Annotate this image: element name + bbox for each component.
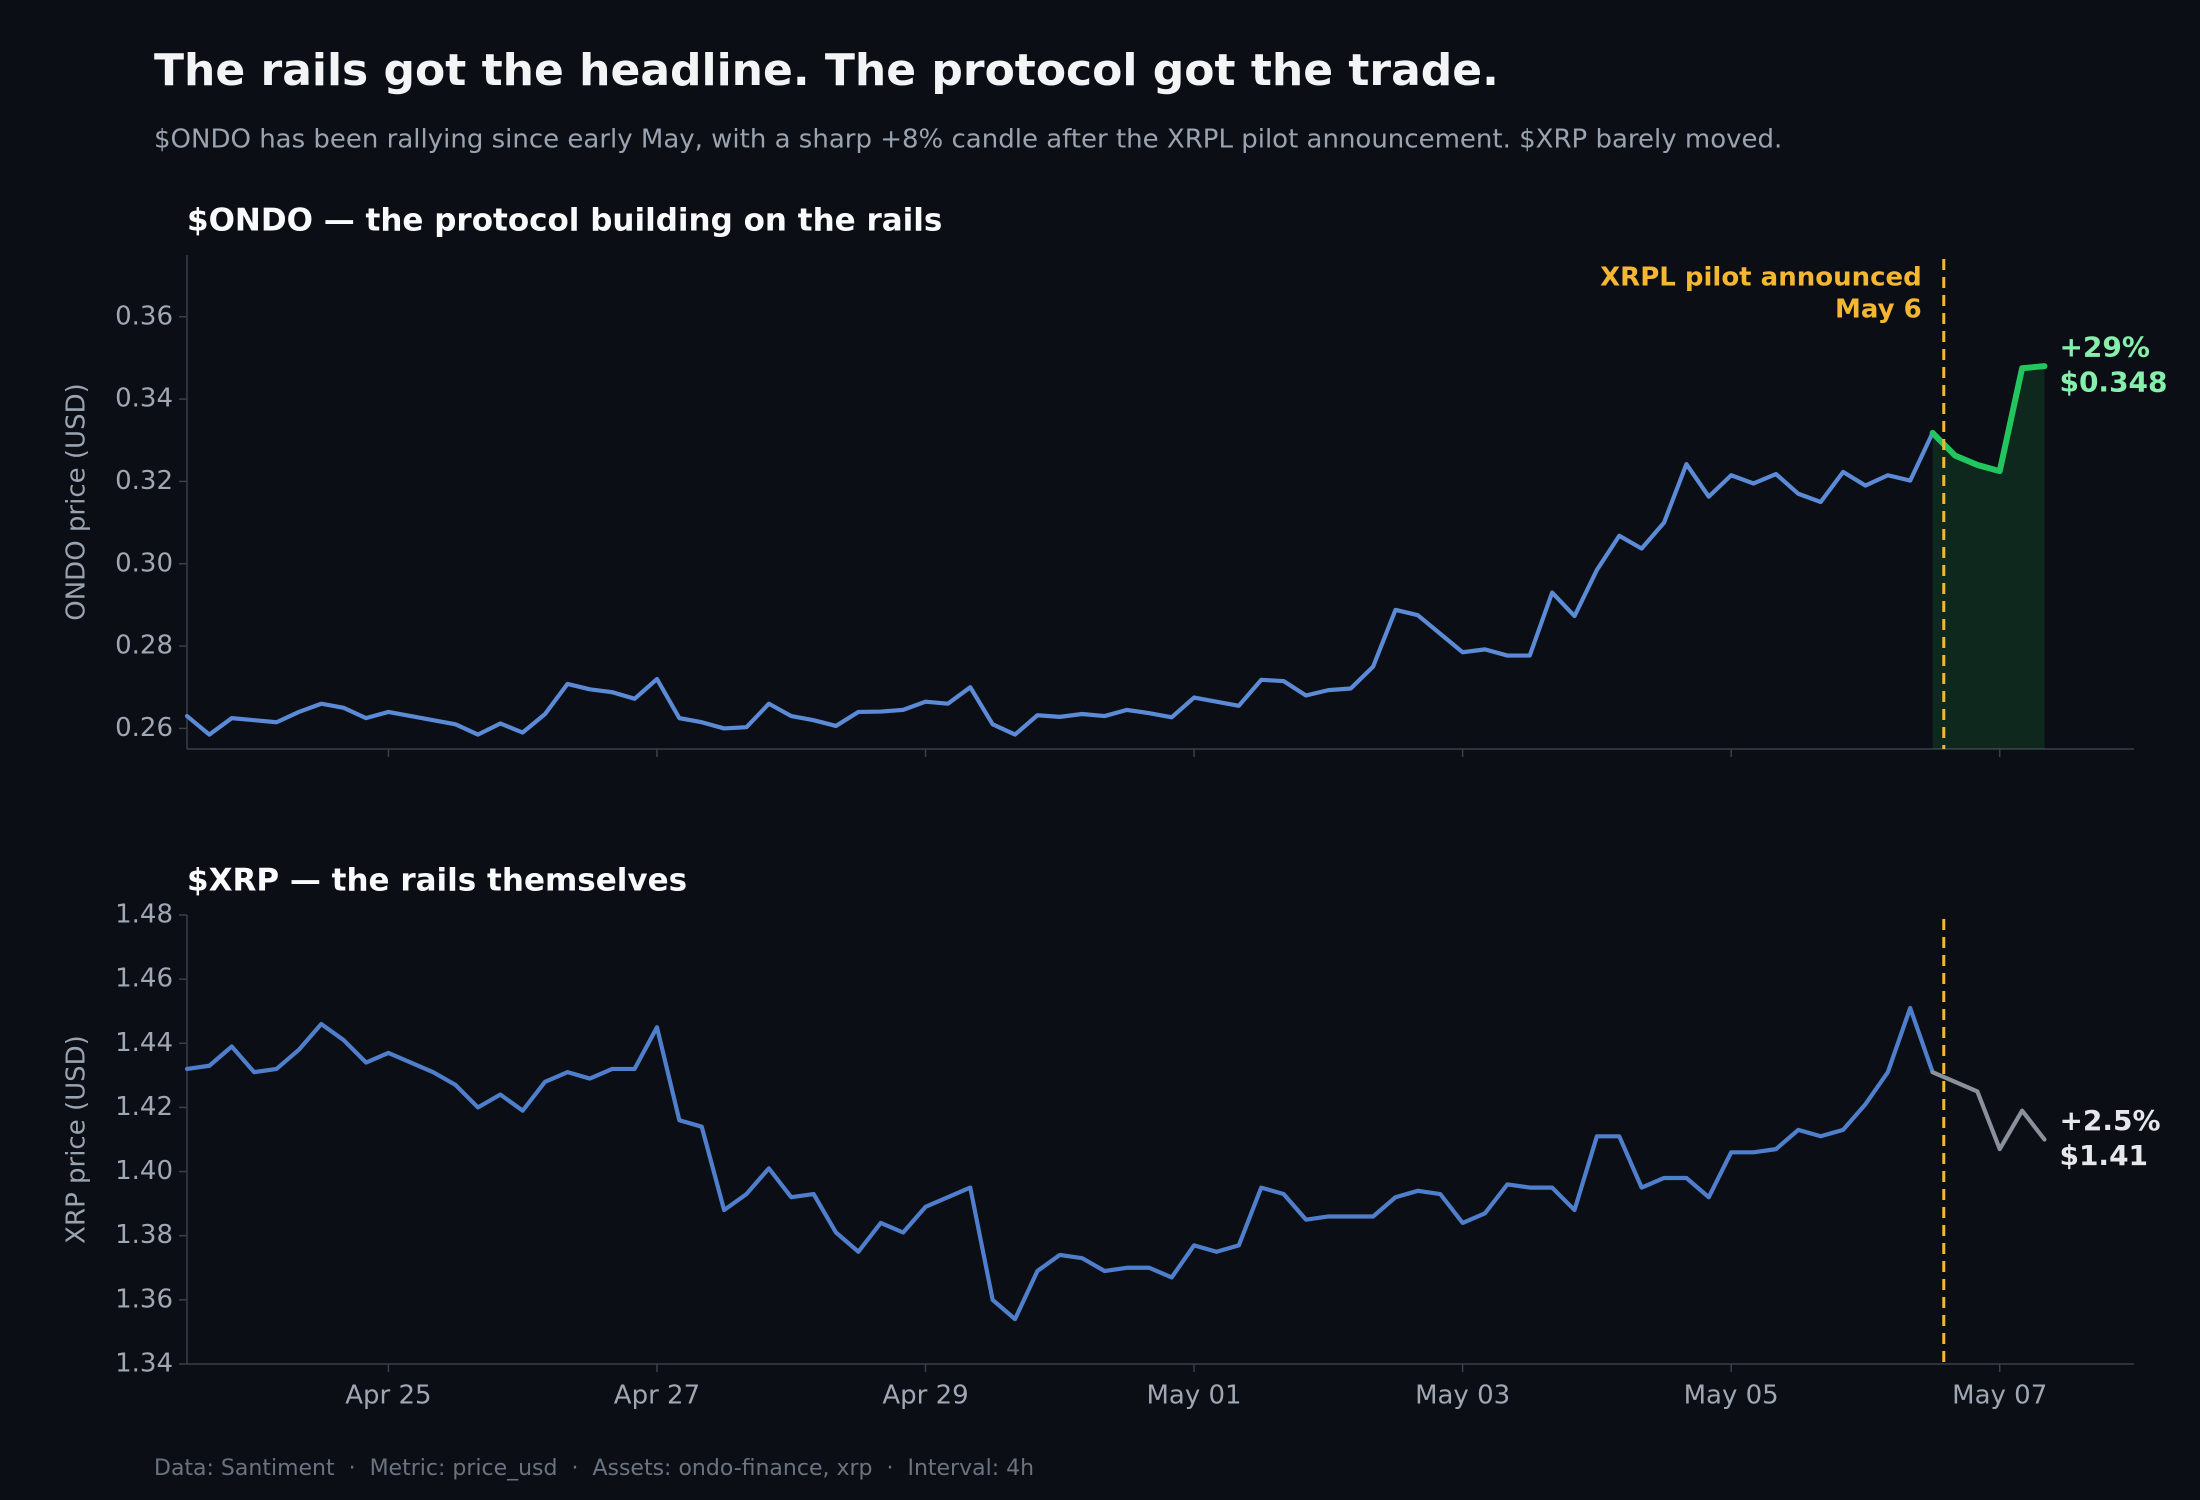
end-label: +29% bbox=[2059, 331, 2149, 364]
chart-title: The rails got the headline. The protocol… bbox=[154, 45, 1499, 96]
x-tick-label: May 05 bbox=[1684, 1381, 1779, 1411]
y-tick-label: 1.48 bbox=[115, 900, 173, 930]
end-label: $1.41 bbox=[2059, 1139, 2148, 1172]
x-tick-label: Apr 27 bbox=[614, 1381, 700, 1411]
footer: Data: Santiment · Metric: price_usd · As… bbox=[154, 1456, 1034, 1481]
x-tick-label: May 07 bbox=[1952, 1381, 2047, 1411]
panel-title: $ONDO — the protocol building on the rai… bbox=[187, 203, 942, 239]
y-tick-label: 1.40 bbox=[115, 1156, 173, 1186]
y-tick-label: 0.36 bbox=[115, 301, 173, 331]
y-tick-label: 1.38 bbox=[115, 1220, 173, 1250]
x-tick-label: Apr 29 bbox=[882, 1381, 968, 1411]
chart-subtitle: $ONDO has been rallying since early May,… bbox=[154, 125, 1782, 155]
y-tick-label: 1.42 bbox=[115, 1092, 173, 1122]
end-label: +2.5% bbox=[2059, 1104, 2160, 1137]
y-tick-label: 1.44 bbox=[115, 1028, 173, 1058]
highlight-line bbox=[1930, 1070, 2047, 1152]
x-tick-label: Apr 25 bbox=[345, 1381, 431, 1411]
end-label: $0.348 bbox=[2059, 366, 2167, 399]
y-axis-label: XRP price (USD) bbox=[62, 1035, 92, 1244]
y-tick-label: 0.26 bbox=[115, 713, 173, 743]
x-tick-label: May 01 bbox=[1147, 1381, 1242, 1411]
y-tick-label: 1.34 bbox=[115, 1349, 173, 1379]
y-tick-label: 0.32 bbox=[115, 466, 173, 496]
x-tick-label: May 03 bbox=[1415, 1381, 1510, 1411]
price-line bbox=[184, 430, 1935, 737]
price-line bbox=[184, 1005, 1935, 1322]
y-axis-label: ONDO price (USD) bbox=[62, 383, 92, 620]
y-tick-label: 0.30 bbox=[115, 548, 173, 578]
y-tick-label: 0.28 bbox=[115, 631, 173, 661]
event-annotation: May 6 bbox=[1835, 295, 1922, 325]
highlight-area bbox=[1932, 366, 2045, 749]
event-annotation: XRPL pilot announced bbox=[1600, 263, 1922, 293]
panel-title: $XRP — the rails themselves bbox=[187, 863, 687, 899]
y-tick-label: 1.36 bbox=[115, 1284, 173, 1314]
y-tick-label: 0.34 bbox=[115, 384, 173, 414]
highlight-line bbox=[1929, 363, 2048, 475]
y-tick-label: 1.46 bbox=[115, 964, 173, 994]
